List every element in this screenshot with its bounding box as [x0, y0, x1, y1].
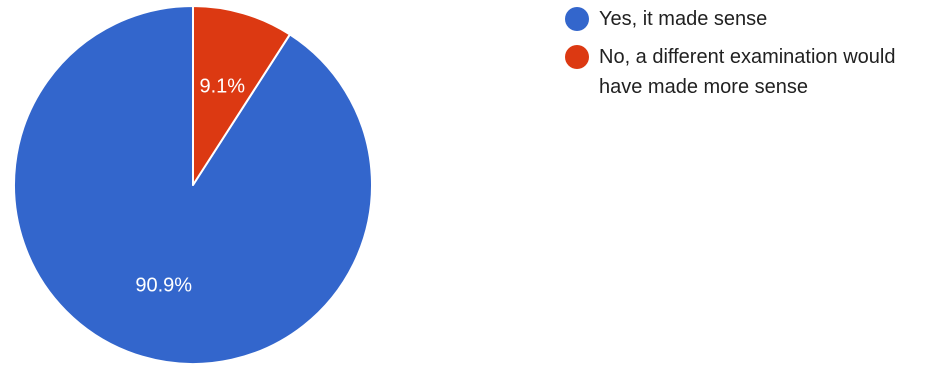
pie-slice-1: [192, 5, 291, 186]
slice-label-1: 9.1%: [199, 75, 245, 97]
slice-label-0: 90.9%: [135, 275, 192, 297]
legend: Yes, it made sense No, a different examin…: [565, 4, 925, 110]
legend-label-1: No, a different examination would have m…: [599, 46, 896, 98]
pie-slice-0: [13, 5, 373, 365]
legend-swatch-0: [565, 7, 589, 31]
legend-swatch-1: [565, 45, 589, 69]
legend-item-1: No, a different examination would have m…: [565, 42, 925, 102]
legend-item-0: Yes, it made sense: [565, 4, 925, 34]
legend-label-0: Yes, it made sense: [599, 8, 768, 30]
